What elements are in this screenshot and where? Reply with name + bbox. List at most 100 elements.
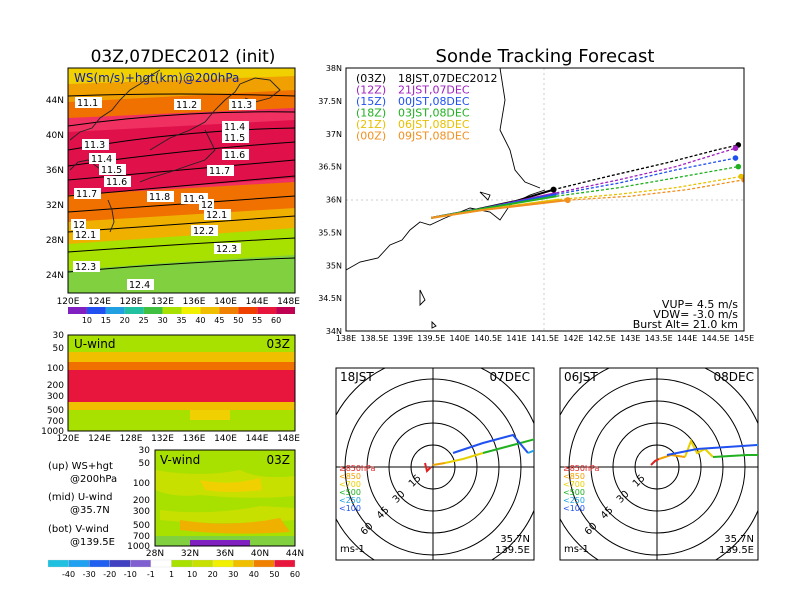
polar-wind-trace xyxy=(432,462,446,466)
contour-label-bg xyxy=(82,139,109,150)
track-y-tick: 36N xyxy=(326,196,342,205)
polar-level: <100 xyxy=(563,504,585,513)
colorbar-tick: 30 xyxy=(228,570,238,579)
track-end-point xyxy=(735,163,742,170)
polar-level: <850 xyxy=(563,472,585,481)
track-y-tick: 37.5N xyxy=(318,97,342,106)
polar-level: <250 xyxy=(563,496,585,505)
legend-text: 03JST,08DEC xyxy=(398,107,470,120)
colorbar-tick: -30 xyxy=(83,570,96,579)
v-x-tick: 28N xyxy=(146,549,164,559)
polar-level: <250 xyxy=(339,496,361,505)
contour-label-bg xyxy=(73,261,100,272)
burst-marker xyxy=(550,186,557,193)
polar-wind-trace xyxy=(684,438,714,458)
colorbar-tick: 50 xyxy=(233,316,243,325)
legend-code: (21Z) xyxy=(356,118,386,131)
contour-label: 12.3 xyxy=(75,262,96,273)
colorbar-cell xyxy=(143,307,163,314)
map-x-tick: 148E xyxy=(277,297,300,307)
colorbar-tick: 1 xyxy=(169,570,174,579)
u-wind-time: 03Z xyxy=(267,337,291,351)
polar-lon: 139.5E xyxy=(495,545,530,556)
contour-label-bg xyxy=(207,165,234,176)
v-y-tick: 50 xyxy=(139,459,151,469)
track-x-tick: 141.5E xyxy=(531,334,559,343)
v-x-tick: 44N xyxy=(286,549,304,559)
u-x-tick: 136E xyxy=(183,434,206,444)
contour-label-bg xyxy=(99,164,126,175)
track-end-point xyxy=(732,145,739,152)
map-x-tick: 128E xyxy=(120,297,143,307)
contour-label: 11.8 xyxy=(149,192,170,203)
track-x-tick: 142E xyxy=(563,334,583,343)
contour-label-bg xyxy=(229,99,256,110)
polar-level: <500 xyxy=(339,488,361,497)
track-coastline xyxy=(346,68,546,329)
map-y-ticks: 44N 40N 36N 32N 28N 24N xyxy=(46,96,64,281)
vup-text: VUP= 4.5 m/s xyxy=(662,298,738,311)
colorbar-tick: 40 xyxy=(195,316,205,325)
track-series-descent xyxy=(556,147,736,194)
polar-jst: 18JST xyxy=(340,370,374,384)
contour-label-bg xyxy=(222,149,249,160)
v-x-tick: 36N xyxy=(216,549,234,559)
colorbar-cell xyxy=(68,559,90,568)
colorbar-tick: -10 xyxy=(124,570,137,579)
polar-level: <700 xyxy=(339,480,361,489)
track-series-descent xyxy=(567,179,744,201)
vdw-text: VDW= -3.0 m/s xyxy=(653,308,738,321)
colorbar-tick: 60 xyxy=(271,316,281,325)
polar-lon: 139.5E xyxy=(719,545,754,556)
v-x-tick: 40N xyxy=(251,549,269,559)
polar-right: 06JST 08DEC15304560≥850hPa<850<700<500<25… xyxy=(559,367,759,561)
contour-label: 11.4 xyxy=(224,122,245,133)
polar-lat: 35.7N xyxy=(500,534,530,545)
track-x-tick: 138E xyxy=(336,334,356,343)
track-x-tick: 140E xyxy=(450,334,470,343)
note-up: (up) WS+hgt xyxy=(48,461,113,472)
contour-label: 12.3 xyxy=(216,244,237,255)
colorbar-tick: 10 xyxy=(187,570,197,579)
u-y-tick: 100 xyxy=(47,364,64,374)
track-y-tick: 37N xyxy=(326,130,342,139)
track-legend: (03Z) 18JST,07DEC2012 (12Z) 21JST,07DEC (15Z… xyxy=(356,72,498,143)
contour-label-bg xyxy=(104,176,131,187)
track-y-tick: 38N xyxy=(326,64,342,73)
colorbar-cell xyxy=(191,559,213,568)
u-x-tick: 144E xyxy=(246,434,269,444)
contour-label-bg xyxy=(181,193,208,204)
colorbar-cell xyxy=(171,559,193,568)
legend-text: 18JST,07DEC2012 xyxy=(398,72,498,85)
polar-wind-trace xyxy=(482,438,534,454)
v-y-tick: 300 xyxy=(133,507,150,517)
colorbar-cell xyxy=(109,559,131,568)
burst-text: Burst Alt= 21.0 km xyxy=(633,318,738,331)
map-y-tick: 32N xyxy=(46,201,64,211)
map-y-tick: 28N xyxy=(46,236,64,246)
contour-label: 11.4 xyxy=(91,154,112,165)
colorbar-cell xyxy=(162,307,182,314)
polar-left: 18JST 07DEC15304560≥850hPa<850<700<500<25… xyxy=(335,367,535,561)
colorbar-cell xyxy=(233,559,254,568)
track-y-tick: 36.5N xyxy=(318,163,342,172)
colorbar-tick: 60 xyxy=(290,570,300,579)
contour-label: 11.2 xyxy=(176,100,197,111)
track-x-tick: 144E xyxy=(677,334,697,343)
track-y-tick: 35.5N xyxy=(318,228,342,237)
note-up2: @200hPa xyxy=(70,474,117,485)
contour-label: 11.3 xyxy=(231,100,252,111)
polar-rings xyxy=(560,368,758,560)
contour-label: 11.7 xyxy=(76,189,97,200)
track-series-descent xyxy=(553,144,739,191)
contour-label-bg xyxy=(222,132,249,143)
polar-wind-trace xyxy=(712,454,758,458)
map-y-tick: 40N xyxy=(46,131,64,141)
legend-text: 09JST,08DEC xyxy=(398,130,470,143)
legend-code: (18Z) xyxy=(356,107,386,120)
colorbar-cell xyxy=(253,559,275,568)
track-end-point xyxy=(732,155,739,161)
track-x-tick: 139.5E xyxy=(417,334,445,343)
track-x-ticks: 138E 138.5E 139E 139.5E 140E 140.5E 141E 141.5E… xyxy=(336,334,754,343)
